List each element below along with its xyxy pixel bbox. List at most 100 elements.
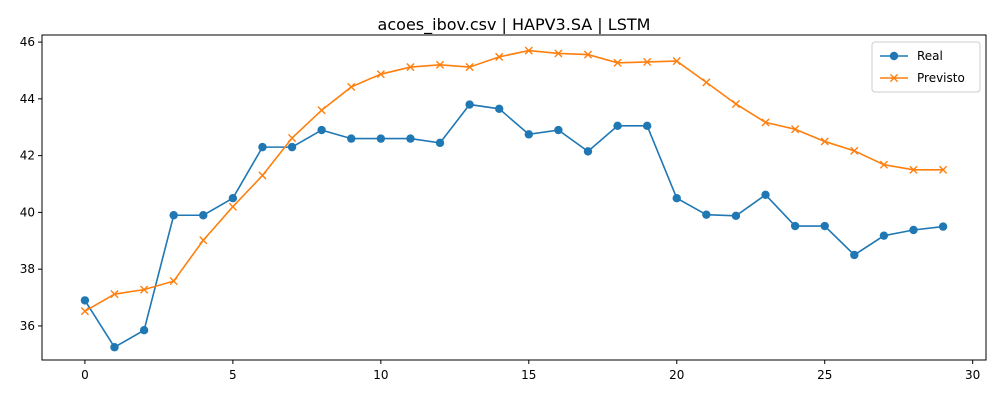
x-marker-stroke [347, 82, 356, 92]
data-point-real [524, 130, 533, 139]
x-marker-stroke [317, 106, 326, 115]
data-point-real [495, 104, 504, 113]
x-marker-stroke [139, 285, 149, 294]
x-marker-stroke [465, 62, 474, 72]
data-point-previsto [317, 106, 326, 115]
x-marker-stroke [258, 171, 267, 180]
data-point-previsto [287, 133, 297, 143]
x-marker-stroke [406, 62, 415, 72]
y-axis: 36 38 40 42 44 46 [20, 35, 42, 333]
x-marker-stroke [110, 290, 119, 299]
data-point-real [583, 147, 593, 156]
y-tick-label: 44 [20, 92, 35, 106]
data-point-previsto [376, 70, 385, 79]
data-point-real [110, 343, 119, 352]
data-point-real [465, 100, 474, 109]
series-real [80, 100, 948, 352]
x-axis: 0 5 10 15 20 25 30 [81, 360, 980, 382]
legend-marker [889, 73, 899, 83]
y-tick-label: 36 [20, 319, 35, 333]
data-point-real [287, 142, 297, 152]
data-point-previsto [879, 160, 889, 169]
x-marker-stroke [199, 236, 208, 245]
data-point-real [642, 121, 652, 131]
x-marker-stroke [879, 160, 889, 169]
x-tick-label: 5 [229, 368, 237, 382]
data-point-real [879, 231, 889, 240]
data-point-previsto [850, 146, 859, 155]
data-point-previsto [495, 52, 504, 61]
y-tick-label: 38 [20, 262, 35, 276]
data-point-previsto [347, 82, 356, 92]
x-marker-stroke [583, 50, 593, 59]
data-point-real [850, 250, 859, 260]
data-point-previsto [139, 285, 149, 294]
data-point-previsto [643, 57, 652, 67]
series-line-real [84, 103, 944, 349]
x-marker-stroke [850, 146, 859, 155]
x-tick-label: 25 [817, 368, 832, 382]
data-point-real [613, 121, 622, 131]
x-marker-stroke [909, 165, 918, 174]
data-point-previsto [258, 171, 267, 180]
x-marker-stroke [731, 99, 741, 109]
data-point-previsto [169, 276, 178, 286]
data-point-previsto [465, 62, 474, 72]
data-point-previsto [435, 60, 445, 69]
data-point-previsto [761, 118, 770, 127]
data-point-previsto [791, 125, 800, 134]
data-point-real [258, 142, 267, 152]
x-marker-stroke [791, 125, 800, 134]
legend-marker [889, 51, 899, 61]
x-marker-stroke [169, 276, 178, 286]
data-point-real [376, 134, 386, 143]
series-previsto [80, 46, 948, 316]
data-point-real [169, 211, 178, 220]
x-marker-stroke [613, 58, 622, 67]
data-point-previsto [80, 307, 90, 316]
data-point-real [672, 194, 681, 203]
data-point-previsto [406, 62, 415, 72]
legend-item-previsto: Previsto [880, 71, 965, 85]
plot-area-frame [41, 34, 987, 361]
x-marker-stroke [702, 78, 711, 87]
data-point-real [702, 210, 711, 219]
x-marker-stroke [228, 202, 237, 211]
x-tick-label: 30 [965, 368, 980, 382]
legend-box [871, 41, 981, 93]
x-marker-stroke [643, 57, 652, 67]
data-point-previsto [613, 58, 622, 67]
x-tick-label: 10 [373, 368, 388, 382]
data-point-real [199, 211, 208, 220]
x-marker-stroke [938, 165, 948, 174]
x-marker-stroke [376, 70, 385, 79]
data-point-real [938, 222, 948, 231]
x-tick-label: 0 [81, 368, 89, 382]
y-tick-label: 42 [20, 149, 35, 163]
x-tick-label: 15 [521, 368, 536, 382]
series-layer [80, 46, 948, 352]
x-marker-stroke [287, 133, 297, 143]
legend-label: Real [917, 49, 943, 63]
x-marker-stroke [435, 60, 445, 69]
data-point-real [317, 125, 326, 135]
legend: Real Previsto [871, 41, 981, 93]
x-marker-stroke [761, 118, 770, 127]
data-point-previsto [524, 46, 533, 55]
x-marker-stroke [495, 52, 504, 61]
x-marker-stroke [820, 137, 829, 146]
data-point-real [228, 194, 238, 203]
x-marker-stroke [80, 307, 90, 316]
x-tick-label: 20 [669, 368, 684, 382]
x-marker-stroke [672, 57, 681, 66]
data-point-previsto [909, 165, 918, 174]
data-point-previsto [938, 165, 948, 174]
data-point-real [406, 134, 415, 143]
data-point-previsto [554, 49, 563, 58]
data-point-real [139, 325, 149, 335]
data-point-real [731, 211, 741, 221]
y-tick-label: 40 [20, 205, 35, 219]
data-point-previsto [228, 202, 237, 211]
data-point-previsto [110, 290, 119, 299]
data-point-real [761, 190, 770, 200]
